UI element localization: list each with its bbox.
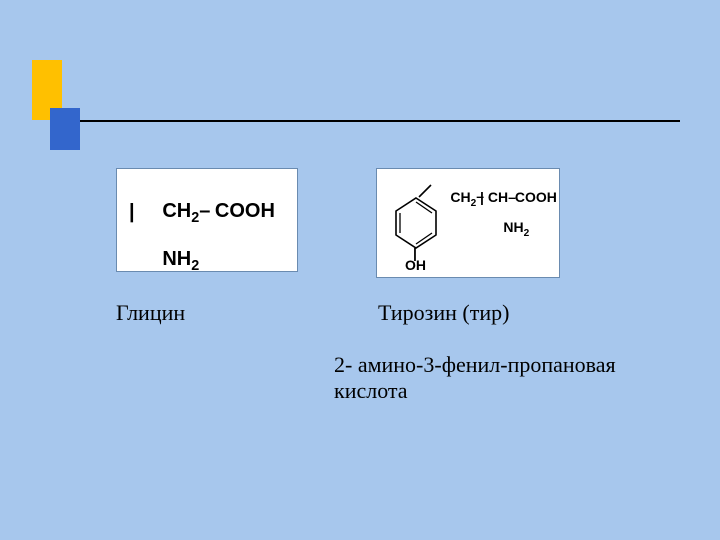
glycine-caption: Глицин: [116, 300, 185, 326]
tyr-nh: NH: [503, 219, 523, 235]
divider-line: [80, 120, 680, 122]
glycine-nh-sub: 2: [191, 258, 199, 274]
tyr-bond-icon: [417, 183, 437, 199]
tyr-nh-sub: 2: [524, 228, 530, 239]
decor-blue-rect: [50, 108, 80, 150]
slide: CH2– COOH | NH2 CH2– CH–COOH | NH2 |: [0, 0, 720, 540]
glycine-bond: |: [129, 201, 135, 224]
tyr-ch2a: CH: [450, 189, 470, 205]
tyr-nh2: NH2: [480, 203, 529, 255]
iupac-caption: 2- амино-3-фенил-пропановая кислота: [334, 352, 616, 404]
glycine-formula-box: CH2– COOH | NH2: [116, 168, 298, 272]
glycine-nh2: NH2: [129, 225, 199, 297]
glycine-ch: CH: [162, 200, 191, 222]
benzene-ring-icon: [391, 195, 441, 251]
tyrosine-caption: Тирозин (тир): [378, 300, 509, 326]
glycine-nh: NH: [162, 248, 191, 270]
tyr-oh: OH: [405, 257, 426, 273]
glycine-cooh: COOH: [209, 200, 275, 222]
tyrosine-formula-box: CH2– CH–COOH | NH2 | OH: [376, 168, 560, 278]
